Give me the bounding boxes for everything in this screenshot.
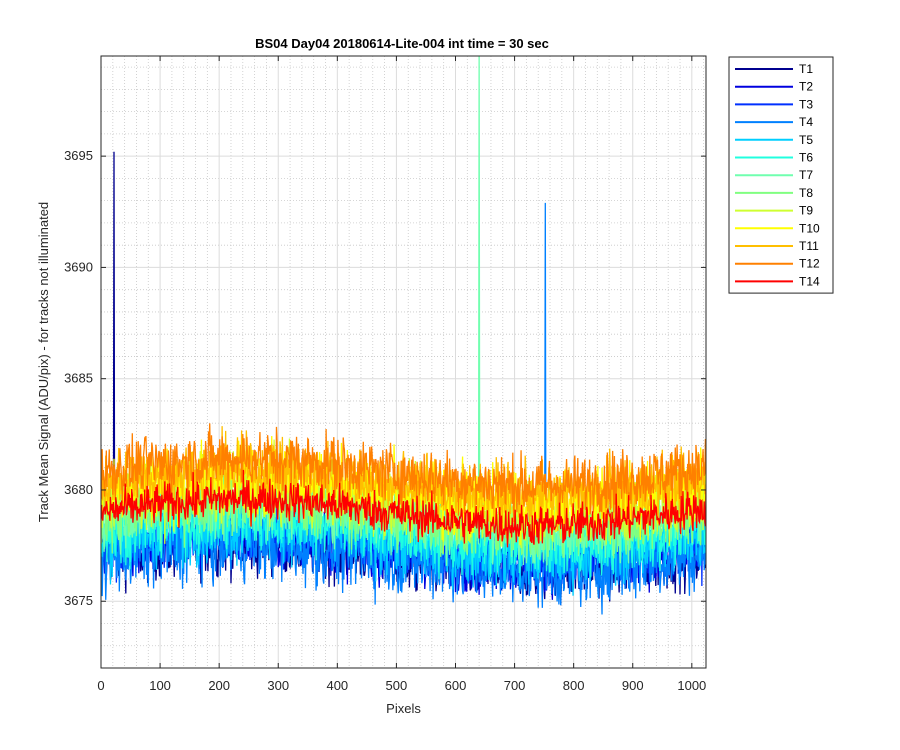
legend-label-t2: T2 (799, 80, 813, 94)
x-tick-label: 500 (386, 678, 408, 693)
tick-layer: 0 100 200 300 400 500 600 700 800 900 1000 3675 3680… (64, 56, 706, 693)
x-tick-label: 900 (622, 678, 644, 693)
legend-label-t5: T5 (799, 133, 813, 147)
chart-title: BS04 Day04 20180614-Lite-004 int time = … (255, 36, 549, 51)
legend-label-t3: T3 (799, 97, 813, 111)
y-tick-label: 3680 (64, 482, 93, 497)
legend-label-t12: T12 (799, 257, 820, 271)
x-tick-label: 200 (208, 678, 230, 693)
legend-label-t10: T10 (799, 221, 820, 235)
x-tick-label: 700 (504, 678, 526, 693)
legend-label-t6: T6 (799, 151, 813, 165)
y-tick-label: 3690 (64, 259, 93, 274)
legend-label-t7: T7 (799, 168, 813, 182)
y-axis-label: Track Mean Signal (ADU/pix) - for tracks… (36, 202, 51, 522)
legend-label-t4: T4 (799, 115, 813, 129)
y-tick-label: 3695 (64, 148, 93, 163)
y-tick-label: 3685 (64, 371, 93, 386)
x-tick-label: 100 (149, 678, 171, 693)
legend-label-t11: T11 (799, 239, 819, 253)
legend-label-t9: T9 (799, 204, 813, 218)
x-tick-label: 600 (445, 678, 467, 693)
series-layer (101, 56, 706, 615)
legend-label-t1: T1 (799, 62, 813, 76)
x-tick-label: 400 (326, 678, 348, 693)
legend: T1 T2 T3 T4 T5 T6 T7 T8 T9 T10 T11 T12 T14 (728, 56, 834, 294)
x-tick-label: 800 (563, 678, 585, 693)
series-line-t12 (101, 423, 706, 523)
x-tick-label: 1000 (677, 678, 706, 693)
plot-frame (100, 55, 707, 669)
x-tick-label: 0 (97, 678, 104, 693)
legend-label-t14: T14 (799, 274, 820, 288)
y-tick-label: 3675 (64, 593, 93, 608)
x-tick-label: 300 (267, 678, 289, 693)
legend-items: T1 T2 T3 T4 T5 T6 T7 T8 T9 T10 T11 T12 T14 (735, 62, 820, 288)
x-axis-label: Pixels (386, 701, 421, 716)
legend-label-t8: T8 (799, 186, 813, 200)
series-line-t14 (101, 469, 706, 548)
